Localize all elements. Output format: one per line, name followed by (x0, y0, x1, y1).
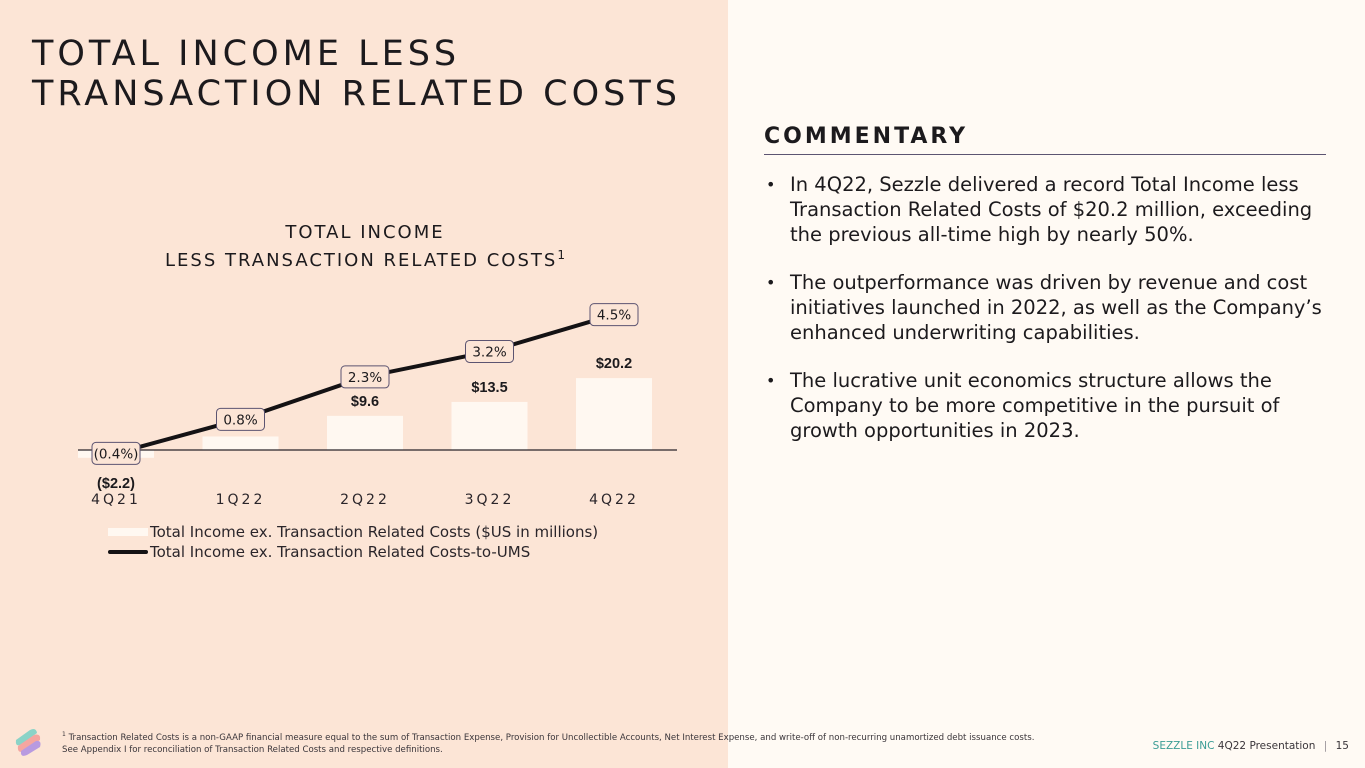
chart-title-line-2-text: LESS TRANSACTION RELATED COSTS (165, 250, 558, 271)
legend-label-bars: Total Income ex. Transaction Related Cos… (150, 523, 599, 541)
bullet-dot: • (766, 371, 776, 390)
legend-item-line: Total Income ex. Transaction Related Cos… (108, 542, 598, 562)
x-tick-label: 4Q21 (91, 492, 141, 508)
ratio-label-text: 2.3% (348, 370, 382, 386)
x-tick-label: 2Q22 (340, 492, 390, 508)
ratio-label: 4.5% (589, 303, 639, 327)
commentary-bullet: • In 4Q22, Sezzle delivered a record Tot… (766, 172, 1326, 247)
sezzle-logo-icon (10, 724, 46, 765)
legend-swatch-bar (108, 528, 148, 536)
ratio-label: 0.8% (216, 407, 265, 431)
x-tick-label: 3Q22 (465, 492, 515, 508)
footer-brand: SEZZLE INC (1152, 740, 1215, 752)
footer-page-number: 15 (1335, 740, 1349, 752)
ratio-label-text: 3.2% (472, 344, 506, 360)
bullet-text: The lucrative unit economics structure a… (790, 369, 1280, 442)
footer: SEZZLE INC 4Q22 Presentation | 15 (1153, 740, 1349, 752)
page-title: TOTAL INCOME LESS TRANSACTION RELATED CO… (32, 34, 722, 114)
right-panel (728, 0, 1365, 768)
chart-title-line-2: LESS TRANSACTION RELATED COSTS1 (80, 244, 650, 272)
chart-title: TOTAL INCOME LESS TRANSACTION RELATED CO… (80, 221, 650, 272)
page-title-line-1: TOTAL INCOME LESS (32, 34, 461, 74)
legend-item-bars: Total Income ex. Transaction Related Cos… (108, 522, 598, 542)
bar-2Q22 (327, 415, 403, 450)
bar-value-label: $13.5 (471, 380, 507, 396)
commentary-bullet: • The lucrative unit economics structure… (766, 368, 1326, 443)
commentary-bullet: • The outperformance was driven by reven… (766, 270, 1326, 345)
x-tick-label: 4Q22 (589, 492, 639, 508)
bullet-text: In 4Q22, Sezzle delivered a record Total… (790, 173, 1313, 246)
ratio-label-box (589, 303, 639, 327)
legend-label-line: Total Income ex. Transaction Related Cos… (150, 543, 531, 561)
x-tick-label: 1Q22 (216, 492, 266, 508)
chart-legend: Total Income ex. Transaction Related Cos… (108, 522, 598, 562)
ratio-label: 3.2% (465, 339, 514, 363)
commentary-heading: COMMENTARY (764, 124, 969, 149)
bar-4Q22 (576, 378, 652, 450)
ratio-label-box (465, 339, 514, 363)
ratio-label-text: 0.8% (223, 412, 257, 428)
legend-swatch-line (108, 550, 148, 554)
commentary-bullets: • In 4Q22, Sezzle delivered a record Tot… (766, 172, 1326, 466)
income-chart: ($2.2)$3.8$9.6$13.5$20.2 (0.4%)0.8%2.3%3… (78, 303, 677, 508)
ratio-label: 2.3% (340, 365, 390, 389)
page-title-line-2: TRANSACTION RELATED COSTS (32, 74, 681, 114)
commentary-divider (764, 154, 1326, 155)
bar-3Q22 (451, 401, 528, 450)
bullet-dot: • (766, 273, 776, 292)
bar-value-label: $9.6 (351, 394, 379, 410)
bars-layer (78, 378, 652, 458)
ratio-label-box (340, 365, 390, 389)
chart-title-footnote-marker: 1 (557, 248, 565, 262)
footnote-text: Transaction Related Costs is a non-GAAP … (62, 732, 1035, 755)
footnote: 1 Transaction Related Costs is a non-GAA… (62, 729, 1042, 756)
bar-1Q22 (202, 436, 279, 450)
bar-value-label: ($2.2) (97, 476, 135, 492)
ratio-labels-layer: (0.4%) 0.8% 2.3% 3.2% 4.5% (91, 303, 639, 465)
x-tick-labels: 4Q21 1Q22 2Q22 3Q22 4Q22 (91, 492, 639, 508)
footer-separator: | (1323, 740, 1328, 752)
chart-title-line-1: TOTAL INCOME (285, 222, 445, 243)
ratio-label-text: 4.5% (597, 308, 631, 324)
bullet-text: The outperformance was driven by revenue… (790, 271, 1322, 344)
bar-value-label: $20.2 (596, 356, 632, 372)
footer-presentation: 4Q22 Presentation (1217, 740, 1316, 752)
footnote-marker: 1 (62, 731, 66, 738)
bullet-dot: • (766, 175, 776, 194)
ratio-label-box (91, 441, 141, 465)
ratio-label-text: (0.4%) (94, 446, 139, 462)
ratio-label-box (216, 407, 265, 431)
ratio-label: (0.4%) (91, 441, 141, 465)
